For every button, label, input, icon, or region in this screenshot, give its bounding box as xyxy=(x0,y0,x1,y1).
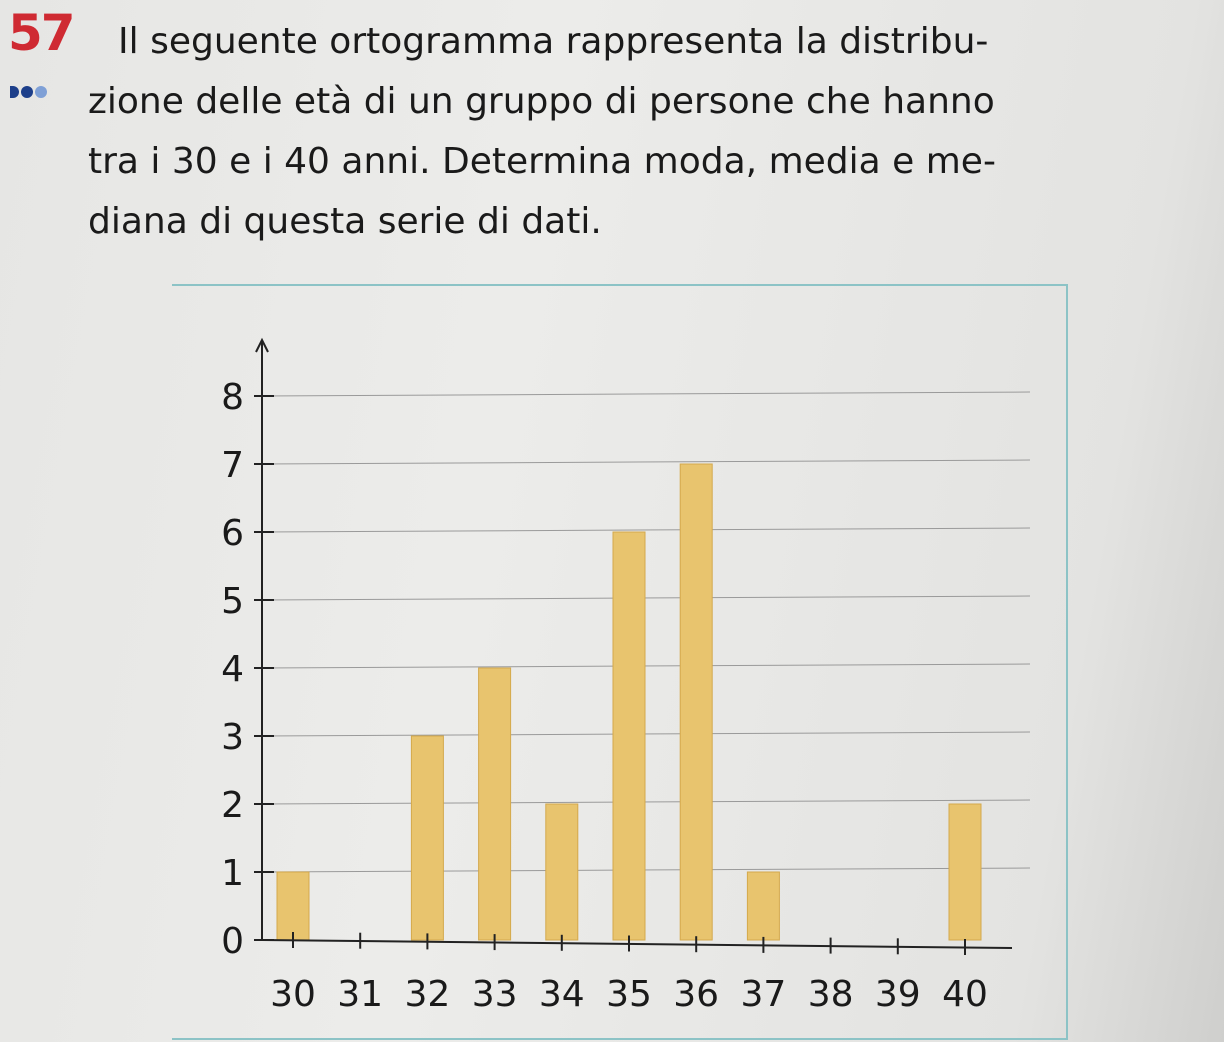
bar xyxy=(545,803,579,941)
gridline xyxy=(261,867,1031,873)
gridline xyxy=(261,731,1031,737)
gridline xyxy=(261,799,1031,805)
exercise-text-line: zione delle età di un gruppo di persone … xyxy=(88,81,995,122)
y-tick-label: 1 xyxy=(221,853,244,894)
x-axis xyxy=(261,939,1013,949)
gridline xyxy=(261,527,1031,533)
bar xyxy=(612,531,646,941)
y-tick-label: 6 xyxy=(221,513,244,554)
y-tick-label: 7 xyxy=(221,445,244,486)
difficulty-dot xyxy=(10,86,19,98)
gridline xyxy=(261,459,1031,465)
difficulty-dot xyxy=(35,86,47,98)
exercise-text-line: tra i 30 e i 40 anni. Determina moda, me… xyxy=(88,141,996,182)
exercise-number: 57 xyxy=(8,4,76,62)
gridline xyxy=(261,663,1031,669)
bar xyxy=(478,667,512,941)
x-tick-label: 38 xyxy=(808,974,854,1015)
difficulty-dot xyxy=(21,86,33,98)
exercise-text-line: Il seguente ortogramma rappresenta la di… xyxy=(118,21,989,62)
exercise-text-line: diana di questa serie di dati. xyxy=(88,201,602,242)
bar xyxy=(746,871,780,941)
y-tick-label: 3 xyxy=(221,717,244,758)
chart-frame xyxy=(172,284,1068,1040)
y-tick-label: 2 xyxy=(221,785,244,826)
x-tick-label: 40 xyxy=(942,974,988,1015)
x-tick-label: 31 xyxy=(337,974,383,1015)
x-tick-label: 34 xyxy=(539,974,585,1015)
y-tick-label: 4 xyxy=(221,649,244,690)
x-tick-label: 35 xyxy=(606,974,652,1015)
bar xyxy=(276,871,310,941)
y-axis-arrow xyxy=(255,337,269,353)
x-tick-label: 37 xyxy=(740,974,786,1015)
x-tick-label: 32 xyxy=(404,974,450,1015)
gridline xyxy=(261,595,1031,601)
difficulty-icon xyxy=(10,86,47,98)
bar xyxy=(410,735,444,941)
y-tick-label: 0 xyxy=(221,921,244,962)
x-tick-label: 30 xyxy=(270,974,316,1015)
gridline xyxy=(261,391,1031,397)
exercise-text: Il seguente ortogramma rappresenta la di… xyxy=(88,12,1198,252)
x-tick-label: 33 xyxy=(472,974,518,1015)
bar xyxy=(679,463,713,941)
x-tick-label: 36 xyxy=(673,974,719,1015)
y-tick-label: 5 xyxy=(221,581,244,622)
y-tick-label: 8 xyxy=(221,377,244,418)
bar xyxy=(948,803,982,941)
x-tick-label: 39 xyxy=(875,974,921,1015)
